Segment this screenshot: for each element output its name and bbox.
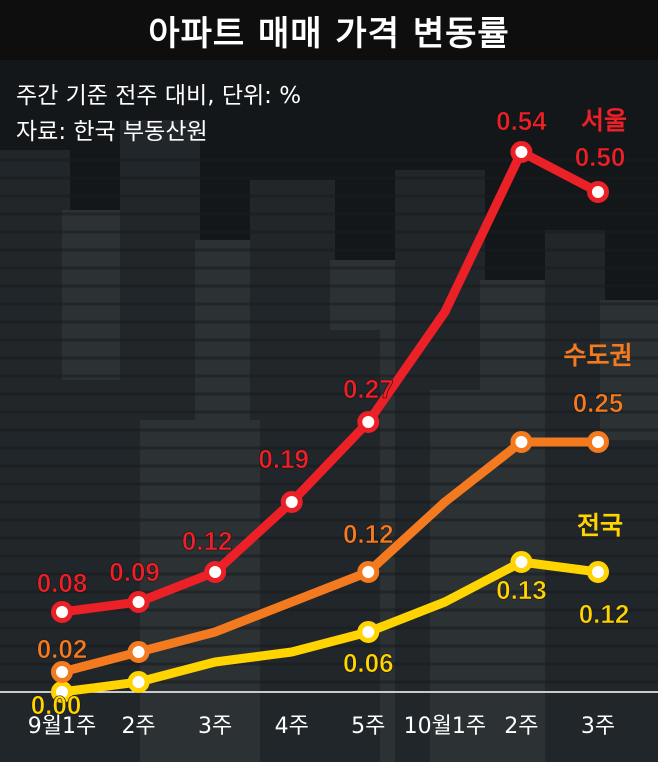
- building: [280, 330, 380, 762]
- x-tick-label: 9월1주: [28, 714, 96, 739]
- chart-title: 아파트 매매 가격 변동률: [148, 13, 510, 54]
- data-label: 0.12: [182, 526, 233, 556]
- data-label: 0.13: [496, 575, 547, 605]
- building: [20, 380, 130, 762]
- subtitle-unit: 주간 기준 전주 대비, 단위: %: [16, 83, 302, 109]
- x-tick-label: 3주: [198, 714, 232, 739]
- data-point-marker: [510, 431, 533, 453]
- x-tick-label: 2주: [504, 714, 538, 739]
- data-label: 0.02: [37, 634, 88, 664]
- x-tick-label: 2주: [121, 714, 155, 739]
- data-label: 0.50: [575, 142, 626, 172]
- data-label: 0.06: [343, 648, 394, 678]
- data-point-marker: [127, 591, 150, 613]
- series-name-label: 전국: [577, 511, 623, 540]
- building: [560, 440, 658, 762]
- data-point-marker: [587, 561, 609, 583]
- data-label: 0.25: [573, 388, 624, 418]
- data-label: 0.12: [579, 599, 630, 629]
- data-point-marker: [357, 621, 380, 643]
- data-point-marker: [204, 561, 227, 583]
- data-point-marker: [127, 671, 150, 693]
- series-name-label: 서울: [581, 106, 627, 135]
- data-point-marker: [510, 551, 533, 573]
- series-line-2: [57, 557, 603, 697]
- series-line-1: [57, 437, 603, 677]
- data-point-marker: [357, 561, 380, 583]
- data-point-marker: [587, 181, 609, 203]
- series-line-0: [57, 147, 603, 617]
- data-point-marker: [357, 411, 380, 433]
- data-label: 0.08: [37, 568, 88, 598]
- subtitle-source: 자료: 한국 부동산원: [16, 119, 208, 145]
- data-point-marker: [51, 681, 73, 703]
- x-tick-label: 10월1주: [404, 714, 486, 739]
- x-tick-label: 4주: [275, 714, 309, 739]
- data-label: 0.27: [343, 374, 394, 404]
- data-point-marker: [280, 491, 303, 513]
- data-point-marker: [51, 661, 73, 683]
- data-point-marker: [510, 141, 533, 163]
- series-name-label: 수도권: [563, 341, 632, 370]
- data-label: 0.54: [496, 106, 547, 136]
- x-tick-label: 3주: [581, 714, 615, 739]
- data-label: 0.19: [258, 444, 309, 474]
- title-bar: 아파트 매매 가격 변동률: [0, 0, 658, 60]
- data-label: 0.12: [343, 519, 394, 549]
- data-label: 0.00: [31, 690, 82, 720]
- data-label: 0.09: [109, 557, 160, 587]
- data-point-marker: [51, 601, 73, 623]
- data-point-marker: [127, 641, 150, 663]
- data-point-marker: [587, 431, 609, 453]
- x-tick-label: 5주: [351, 714, 385, 739]
